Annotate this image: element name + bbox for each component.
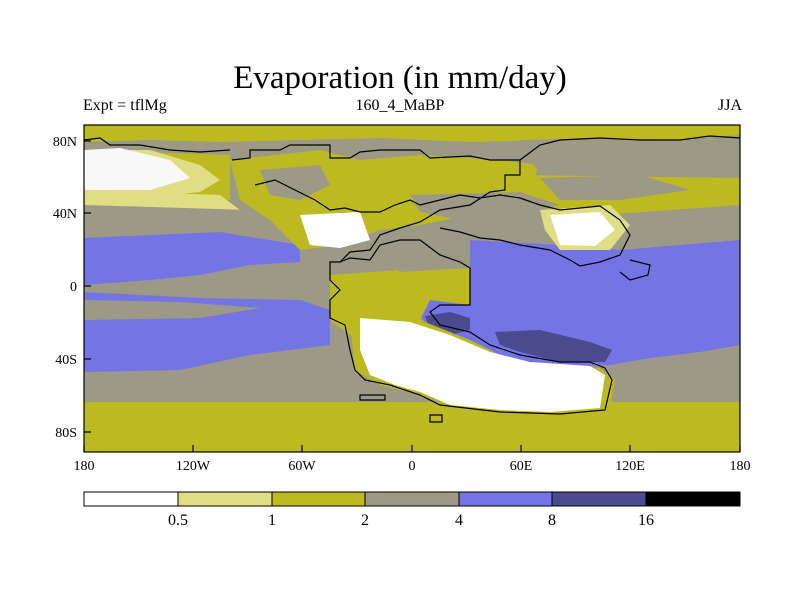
x-tick-label: 120W: [176, 459, 211, 474]
max-evap-east: [495, 330, 612, 362]
x-tick-label: 180: [730, 459, 751, 474]
period-label: 160_4_MaBP: [355, 97, 445, 114]
x-tick-label: 60E: [510, 459, 533, 474]
siberian-gray: [540, 175, 690, 200]
pacific-blue: [84, 232, 330, 372]
colorbar-bin: [364, 491, 460, 507]
experiment-label: Expt = tflMg: [83, 97, 167, 114]
southern-desert-white: [360, 318, 605, 412]
africa-gray: [380, 230, 470, 272]
x-tick-label: 0: [409, 459, 416, 474]
colorbar-bin: [271, 491, 366, 507]
colorbar-label: 16: [638, 512, 654, 529]
colorbar-bin: [645, 491, 741, 507]
south-continent-yellow: [330, 268, 470, 335]
coastlines: [84, 135, 740, 423]
north-pacific-white: [84, 148, 190, 190]
colorbar-label: 4: [455, 512, 463, 529]
colorbar-bin: [458, 491, 553, 507]
colorbar-label: 1: [268, 512, 276, 529]
x-axis-labels: 180 120W 60W 0 60E 120E 180: [74, 459, 751, 474]
north-continent-gray: [260, 165, 330, 200]
northern-desert-east: [550, 212, 615, 246]
colorbar-bin: [177, 491, 273, 507]
y-tick-label: 80N: [53, 135, 77, 150]
y-tick-label: 40S: [55, 353, 77, 368]
y-tick-label: 80S: [55, 426, 77, 441]
pacific-equatorial-gray: [84, 300, 260, 320]
y-axis-labels: 80N 40N 0 40S 80S: [53, 135, 77, 441]
colorbar-label: 0.5: [168, 512, 188, 529]
y-tick-label: 40N: [53, 207, 77, 222]
map-field: [84, 125, 740, 452]
arctic-land-gray: [520, 135, 740, 175]
x-tick-label: 60W: [288, 459, 316, 474]
colorbar-label: 8: [548, 512, 556, 529]
y-tick-label: 0: [70, 280, 77, 295]
northwest-gray: [600, 220, 740, 242]
axis-ticks: [83, 140, 741, 452]
tethys-blue: [410, 240, 740, 368]
colorbar-bin: [83, 491, 179, 507]
colorbar-bin: [551, 491, 647, 507]
map-title: Evaporation (in mm/day): [233, 60, 567, 96]
northern-desert-west: [300, 212, 370, 248]
x-tick-label: 120E: [615, 459, 645, 474]
season-label: JJA: [717, 97, 742, 114]
colorbar-label: 2: [361, 512, 369, 529]
colorbar: [83, 491, 741, 507]
colorbar-labels: 0.5 1 2 4 8 16: [168, 512, 654, 529]
x-tick-label: 180: [74, 459, 95, 474]
antarctic-zone: [84, 400, 740, 452]
arctic-zone: [84, 125, 740, 142]
north-pacific-gray: [84, 205, 250, 234]
